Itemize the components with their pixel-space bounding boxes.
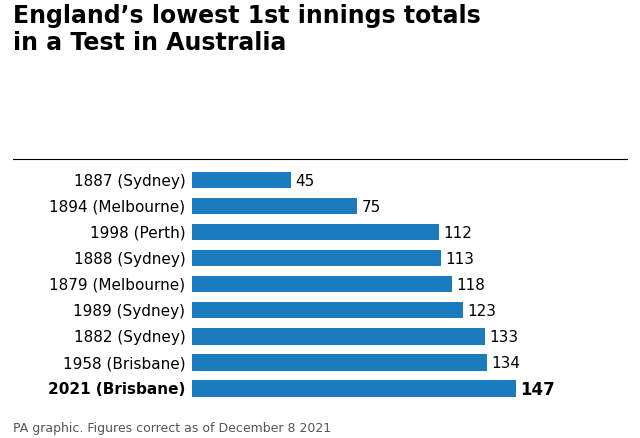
Text: 75: 75 — [362, 199, 381, 214]
Text: 1998 (Perth): 1998 (Perth) — [90, 225, 186, 240]
Bar — [192, 199, 357, 215]
Bar — [192, 251, 441, 267]
Text: PA graphic. Figures correct as of December 8 2021: PA graphic. Figures correct as of Decemb… — [13, 420, 331, 434]
Text: 112: 112 — [444, 225, 472, 240]
Bar — [192, 225, 439, 241]
Text: 147: 147 — [520, 380, 556, 398]
Text: 1882 (Sydney): 1882 (Sydney) — [74, 329, 186, 344]
Bar — [192, 381, 516, 397]
Text: 1888 (Sydney): 1888 (Sydney) — [74, 251, 186, 266]
Text: 2021 (Brisbane): 2021 (Brisbane) — [48, 381, 186, 396]
Text: 1887 (Sydney): 1887 (Sydney) — [74, 173, 186, 188]
Text: 123: 123 — [468, 303, 497, 318]
Text: England’s lowest 1st innings totals
in a Test in Australia: England’s lowest 1st innings totals in a… — [13, 4, 481, 55]
Text: 1989 (Sydney): 1989 (Sydney) — [74, 303, 186, 318]
Text: 134: 134 — [492, 355, 521, 370]
Text: 1879 (Melbourne): 1879 (Melbourne) — [49, 277, 186, 292]
Text: 118: 118 — [456, 277, 485, 292]
Bar — [192, 277, 452, 293]
Text: 45: 45 — [296, 173, 315, 188]
Text: 113: 113 — [445, 251, 474, 266]
Bar — [192, 328, 485, 345]
Text: 1958 (Brisbane): 1958 (Brisbane) — [63, 355, 186, 370]
Text: 133: 133 — [490, 329, 519, 344]
Bar — [192, 303, 463, 319]
Bar — [192, 355, 488, 371]
Bar — [192, 173, 291, 189]
Text: 1894 (Melbourne): 1894 (Melbourne) — [49, 199, 186, 214]
